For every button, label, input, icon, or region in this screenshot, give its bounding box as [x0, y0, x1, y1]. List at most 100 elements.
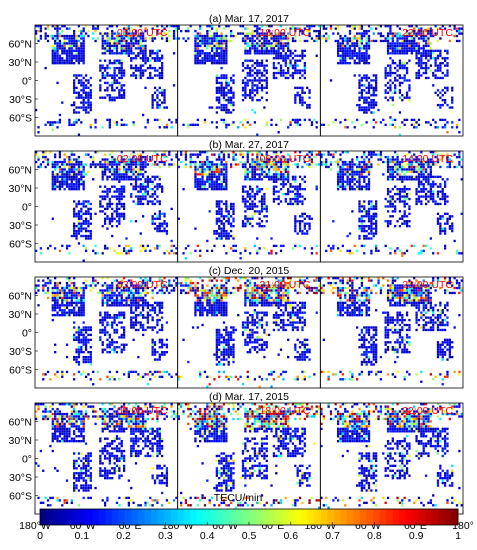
roti-cell	[77, 111, 81, 114]
roti-cell	[289, 62, 292, 65]
roti-cell	[108, 99, 111, 102]
roti-cell	[196, 118, 199, 122]
roti-cell	[315, 244, 318, 248]
roti-cell	[80, 94, 83, 97]
roti-cell	[308, 215, 311, 218]
roti-cell	[168, 118, 171, 122]
roti-cell	[92, 27, 95, 30]
roti-cell	[317, 37, 321, 40]
roti-cell	[413, 153, 416, 156]
roti-cell	[265, 158, 268, 161]
roti-cell	[358, 225, 361, 228]
roti-cell	[386, 71, 390, 75]
roti-cell	[256, 44, 259, 48]
roti-cell	[348, 170, 352, 174]
roti-cell	[218, 227, 221, 230]
roti-cell	[199, 62, 202, 65]
roti-cell	[87, 229, 90, 233]
roti-cell	[232, 103, 235, 107]
roti-cell	[301, 86, 304, 90]
roti-cell	[256, 192, 259, 196]
roti-cell	[146, 244, 150, 248]
roti-cell	[258, 37, 261, 40]
roti-cell	[351, 54, 354, 57]
roti-cell	[272, 178, 276, 181]
roti-cell	[420, 62, 423, 65]
roti-cell	[149, 155, 152, 159]
roti-cell	[367, 108, 371, 112]
roti-cell	[54, 42, 57, 45]
roti-cell	[82, 44, 85, 48]
roti-cell	[391, 205, 394, 208]
roti-cell	[401, 37, 404, 40]
roti-cell	[172, 163, 176, 166]
roti-cell	[405, 39, 409, 43]
roti-cell	[287, 42, 290, 45]
roti-cell	[225, 49, 228, 53]
roti-cell	[122, 178, 126, 181]
roti-cell	[213, 163, 216, 166]
roti-cell	[113, 301, 116, 305]
roti-cell	[99, 84, 102, 87]
roti-cell	[367, 151, 371, 154]
roti-cell	[132, 39, 135, 43]
roti-cell	[427, 32, 430, 35]
roti-cell	[161, 190, 164, 193]
roti-cell	[137, 185, 140, 188]
roti-cell	[206, 160, 209, 164]
roti-cell	[65, 49, 69, 53]
roti-cell	[210, 188, 214, 191]
roti-cell	[408, 79, 411, 82]
roti-cell	[108, 52, 111, 55]
roti-cell	[396, 247, 399, 250]
roti-cell	[103, 96, 107, 99]
roti-cell	[234, 249, 237, 253]
roti-cell	[220, 47, 223, 50]
roti-cell	[63, 291, 66, 295]
roti-cell	[103, 318, 107, 322]
roti-cell	[80, 202, 83, 206]
roti-cell	[401, 62, 404, 65]
roti-cell	[42, 155, 45, 159]
roti-cell	[206, 59, 209, 62]
roti-cell	[424, 52, 428, 55]
roti-cell	[215, 27, 218, 30]
roti-cell	[108, 190, 111, 193]
roti-cell	[201, 185, 204, 188]
roti-cell	[375, 86, 378, 90]
roti-cell	[220, 222, 223, 225]
roti-cell	[101, 301, 104, 305]
roti-cell	[89, 346, 92, 349]
roti-cell	[272, 49, 276, 53]
roti-cell	[429, 42, 432, 45]
roti-cell	[225, 34, 228, 38]
roti-cell	[56, 37, 59, 40]
roti-cell	[455, 123, 459, 127]
roti-cell	[194, 175, 197, 179]
roti-cell	[256, 59, 259, 62]
roti-cell	[222, 103, 226, 107]
roti-cell	[403, 173, 406, 176]
roti-cell	[208, 42, 211, 45]
roti-cell	[142, 165, 145, 169]
roti-cell	[225, 42, 228, 45]
roti-cell	[158, 57, 161, 60]
roti-cell	[115, 225, 119, 228]
roti-cell	[341, 59, 344, 62]
roti-cell	[401, 222, 404, 225]
roti-cell	[142, 59, 145, 62]
roti-cell	[196, 188, 199, 191]
roti-cell	[89, 353, 92, 356]
roti-cell	[367, 232, 371, 235]
roti-cell	[206, 173, 209, 176]
roti-cell	[446, 200, 449, 203]
roti-cell	[446, 212, 449, 216]
roti-cell	[443, 192, 447, 196]
roti-cell	[398, 76, 402, 80]
roti-cell	[265, 86, 268, 90]
roti-cell	[403, 160, 406, 164]
roti-cell	[156, 54, 159, 57]
roti-cell	[106, 118, 109, 122]
roti-cell	[191, 153, 195, 156]
roti-cell	[127, 37, 130, 40]
